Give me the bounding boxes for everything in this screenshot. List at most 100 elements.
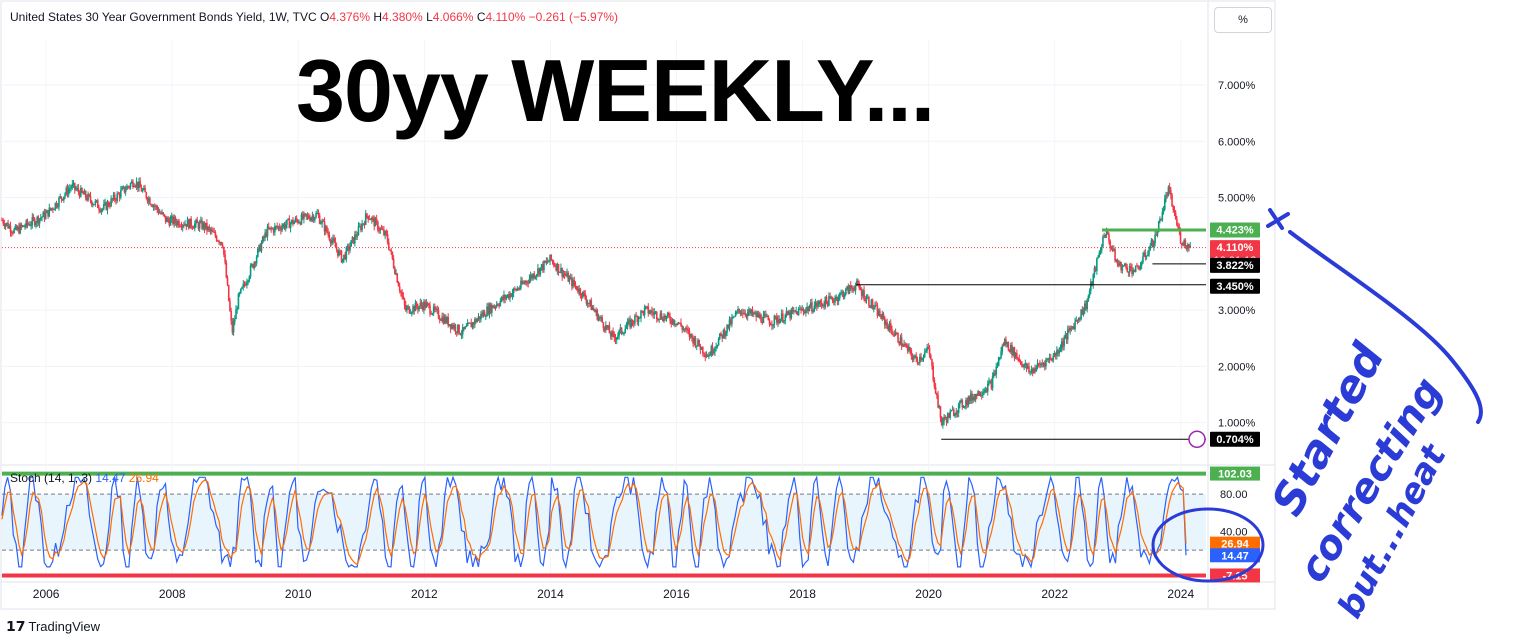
candle-body [377,221,379,231]
candle-body [563,273,566,275]
candle-body [387,242,390,250]
candle-body [605,325,607,331]
candle-body [617,335,619,338]
candle-body [504,294,506,299]
candle-body [710,346,713,356]
candle-body [949,411,951,418]
candle-body [522,282,525,284]
candle-body [110,198,112,206]
candle-body [357,226,360,236]
candle-body [333,238,336,242]
candle-body [330,240,333,244]
candle-body [744,312,747,316]
ohlc-close-label: C [476,10,486,24]
candle-body [537,268,539,275]
candle-body [122,186,125,188]
candle-body [484,316,487,318]
candle-body [826,301,829,306]
candle-body [579,288,582,296]
candle-body [174,217,177,223]
candle-body [1110,247,1113,249]
candle-body [607,325,610,329]
stoch-d-line [1,479,1187,566]
candle-body [860,290,863,296]
candle-body [739,310,742,314]
candle-body [945,418,948,423]
candle-body [693,338,696,344]
candle-body [1026,366,1029,369]
candle-body [1069,327,1072,331]
candle-body [1052,356,1055,361]
candle-body [769,324,772,326]
candle-body [571,277,573,287]
candle-body [759,314,761,318]
candle-body [989,381,991,383]
candle-body [101,208,104,210]
candle-body [470,322,473,328]
candle-body [1048,357,1051,360]
candle-body [1019,361,1022,363]
candle-body [197,223,200,229]
x-tick-label: 2014 [537,587,564,601]
candle-body [354,234,356,244]
candle-body [385,231,388,235]
candle-body [651,310,653,313]
candle-body [611,331,613,337]
candle-body [201,220,203,229]
candle-body [723,330,726,337]
candle-body [778,319,781,324]
tradingview-logo[interactable]: 𝟭𝟳 TradingView [6,618,100,635]
candle-body [902,345,904,347]
candle-body [881,313,884,319]
candle-body [712,351,715,354]
candle-body [614,337,617,341]
candle-body [1147,254,1149,256]
candle-body [15,225,18,230]
candle-body [592,307,595,311]
candle-body [278,226,281,229]
candle-body [461,327,464,335]
candle-body [885,322,887,325]
candle-body [103,203,105,209]
candle-body [1098,252,1101,258]
candle-body [862,290,864,296]
percent-scale-button[interactable]: % [1214,7,1272,33]
candle-body [401,292,403,297]
candle-body [797,308,800,316]
candle-body [649,310,652,313]
candle-body [425,303,428,308]
candle-body [443,316,446,324]
candle-body [208,226,211,229]
candle-body [1166,195,1169,197]
candle-body [310,217,312,221]
candle-body [620,327,623,334]
candle-body [940,417,943,425]
candle-body [192,227,195,229]
candle-body [801,309,804,311]
candle-body [1034,368,1036,372]
candle-body [500,296,503,301]
candle-body [13,229,15,233]
candle-body [180,226,183,228]
candle-body [1184,240,1187,247]
candle-body [551,259,554,262]
candle-body [561,267,563,277]
candle-body [1074,321,1076,330]
candle-body [648,312,651,314]
candle-body [8,225,11,229]
candle-body [939,406,942,418]
candle-body [600,317,602,319]
candle-body [505,296,508,299]
price-label: 0.704% [1216,434,1254,446]
candle-body [969,393,972,402]
candle-body [460,334,463,336]
candle-body [876,305,879,316]
candle-body [847,286,850,294]
candle-body [260,243,263,252]
candle-body [432,306,435,314]
candle-body [510,293,513,297]
candle-body [894,332,897,336]
candle-body [1085,303,1087,310]
candle-body [914,355,916,358]
